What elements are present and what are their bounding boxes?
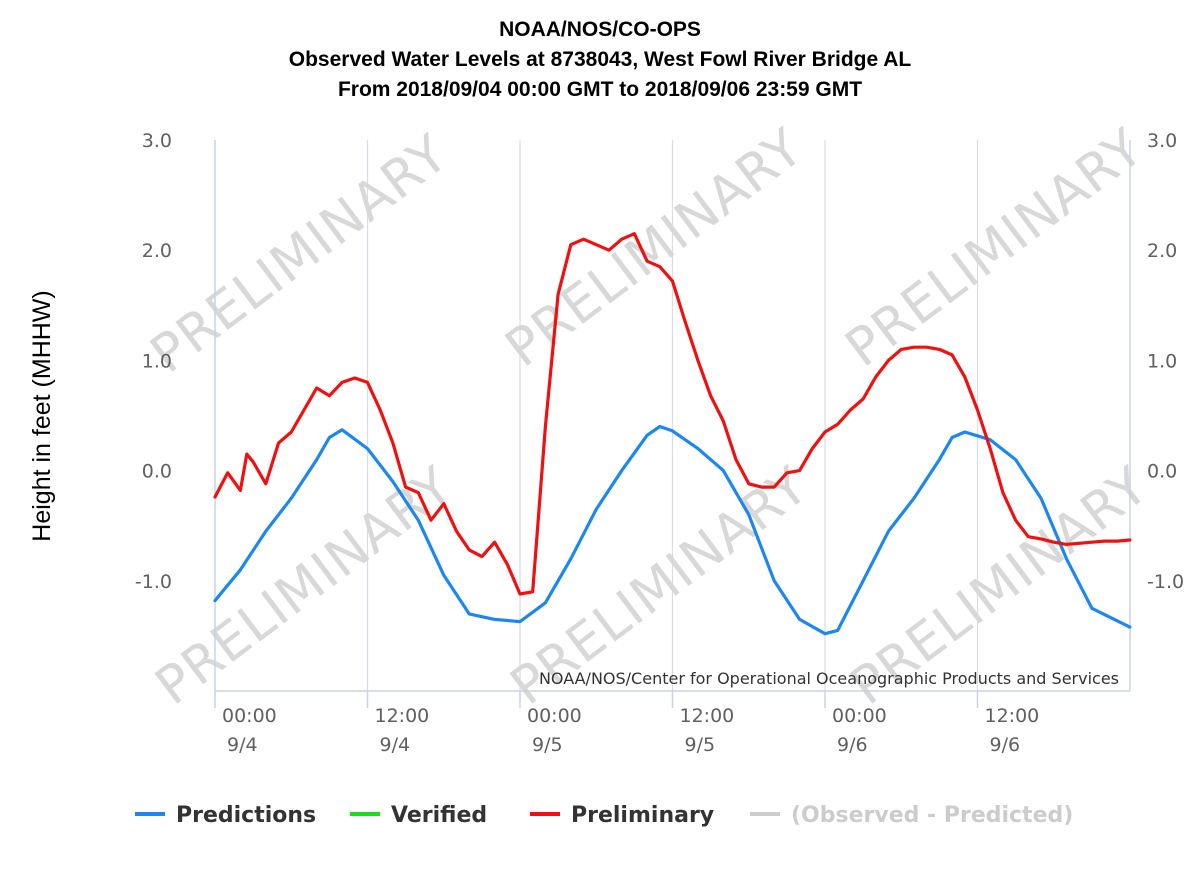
series-layer <box>213 232 1132 636</box>
y-tick-label-right: -1.0 <box>1147 571 1184 593</box>
x-tick-date-label: 9/5 <box>685 734 716 756</box>
x-axis: 00:00 9/4 12:00 9/4 00:00 9/5 12:00 9/5 00:00 9/6… <box>214 691 1040 756</box>
legend-label-predictions: Predictions <box>176 803 316 828</box>
y-tick-label-left: 2.0 <box>142 240 172 262</box>
series-line-preliminary <box>213 232 1132 596</box>
x-tick-date-label: 9/4 <box>227 734 258 756</box>
x-tick-time-label: 00:00 <box>527 705 582 727</box>
y-axis-right: 3.0 2.0 1.0 0.0 -1.0 <box>1147 130 1184 593</box>
x-tick-date-label: 9/6 <box>837 734 868 756</box>
title-line-1: NOAA/NOS/CO-OPS <box>499 18 701 41</box>
x-tick-time-label: 12:00 <box>985 705 1040 727</box>
watermarks: PRELIMINARY PRELIMINARY PRELIMINARYPRELIMI… <box>140 118 1160 717</box>
series-line-predictions <box>213 424 1132 636</box>
x-tick-time-label: 00:00 <box>832 705 887 727</box>
x-tick-date-label: 9/5 <box>532 734 563 756</box>
y-tick-label-left: 0.0 <box>142 461 172 483</box>
watermark-text: PRELIMINARY <box>140 124 460 385</box>
title-line-2: Observed Water Levels at 8738043, West F… <box>289 48 912 71</box>
title-line-3: From 2018/09/04 00:00 GMT to 2018/09/06 … <box>338 78 862 101</box>
x-tick-time-label: 12:00 <box>680 705 735 727</box>
legend-label-verified: Verified <box>391 803 487 828</box>
watermark-text: PRELIMINARY <box>495 118 815 379</box>
y-tick-label-right: 2.0 <box>1147 240 1177 262</box>
y-axis-left: 3.0 2.0 1.0 0.0 -1.0 <box>135 130 172 593</box>
y-tick-label-right: 0.0 <box>1147 461 1177 483</box>
legend-label-observed-predicted: (Observed - Predicted) <box>791 803 1073 828</box>
y-tick-label-left: -1.0 <box>135 571 172 593</box>
x-tick-date-label: 9/6 <box>990 734 1021 756</box>
credit-text: NOAA/NOS/Center for Operational Oceanogr… <box>539 669 1119 688</box>
x-tick-time-label: 12:00 <box>375 705 430 727</box>
y-axis-title: Height in feet (MHHW) <box>28 290 56 541</box>
watermark-text: PRELIMINARY <box>145 456 465 717</box>
y-tick-label-left: 3.0 <box>142 130 172 152</box>
x-tick-date-label: 9/4 <box>380 734 411 756</box>
y-tick-label-right: 1.0 <box>1147 350 1177 372</box>
x-tick-time-label: 00:00 <box>222 705 277 727</box>
y-tick-label-right: 3.0 <box>1147 130 1177 152</box>
watermark-text: PRELIMINARY <box>835 118 1155 379</box>
legend-label-preliminary: Preliminary <box>571 803 714 828</box>
y-tick-label-left: 1.0 <box>142 350 172 372</box>
chart-title: NOAA/NOS/CO-OPS Observed Water Levels at… <box>289 18 912 101</box>
legend: Predictions Verified Preliminary (Observed … <box>135 803 1073 828</box>
grid <box>366 140 979 691</box>
